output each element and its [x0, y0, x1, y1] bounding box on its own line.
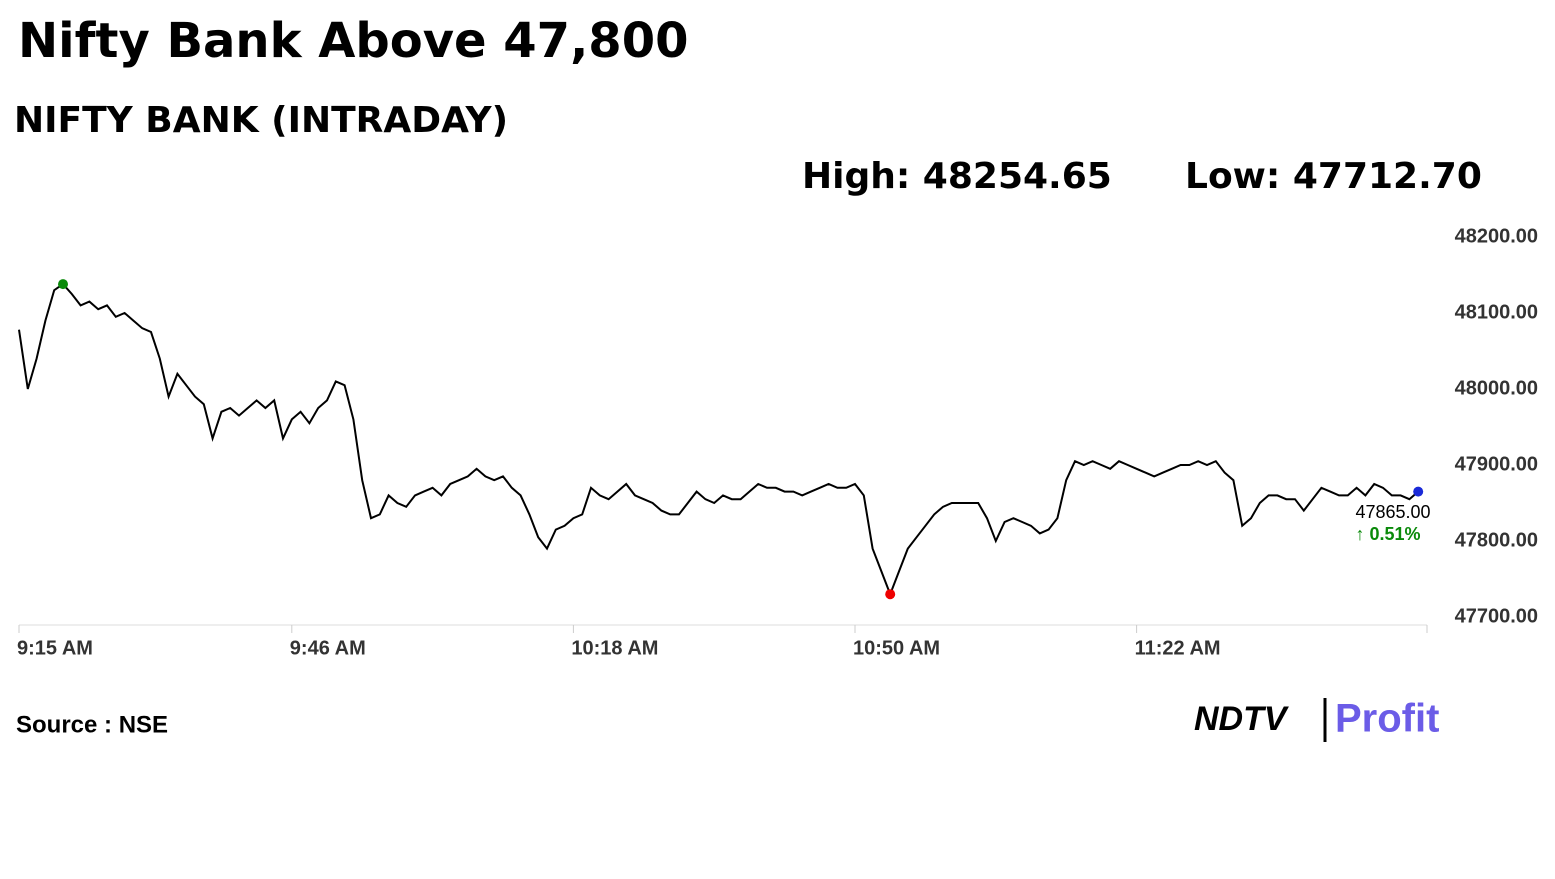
logo-left: NDTV [1194, 700, 1290, 738]
y-tick-label: 48200.00 [1455, 225, 1538, 247]
y-tick-label: 47800.00 [1455, 529, 1538, 551]
x-tick-label: 10:50 AM [853, 637, 940, 659]
high-label: High: 48254.65 [802, 156, 1112, 197]
high-marker [58, 279, 68, 290]
y-tick-label: 47900.00 [1455, 453, 1538, 475]
x-tick-label: 10:18 AM [571, 637, 658, 659]
low-label: Low: 47712.70 [1185, 156, 1482, 197]
last-value-label: 47865.00 [1355, 502, 1430, 522]
logo-right: Profit [1335, 697, 1439, 741]
x-tick-label: 9:46 AM [290, 637, 366, 659]
y-tick-label: 48100.00 [1455, 301, 1538, 323]
chart-subtitle: NIFTY BANK (INTRADAY) [14, 100, 508, 141]
last-marker [1413, 486, 1424, 497]
x-tick-label: 11:22 AM [1135, 637, 1221, 659]
low-marker [885, 589, 896, 600]
change-label: ↑ 0.51% [1355, 524, 1420, 544]
line [18, 282, 1419, 597]
y-tick-label: 47700.00 [1455, 605, 1538, 627]
x-tick-label: 9:15 AM [17, 637, 93, 659]
y-tick-label: 48000.00 [1455, 377, 1538, 399]
source: Source : NSE [16, 711, 168, 738]
chart-title: Nifty Bank Above 47,800 [18, 13, 689, 69]
